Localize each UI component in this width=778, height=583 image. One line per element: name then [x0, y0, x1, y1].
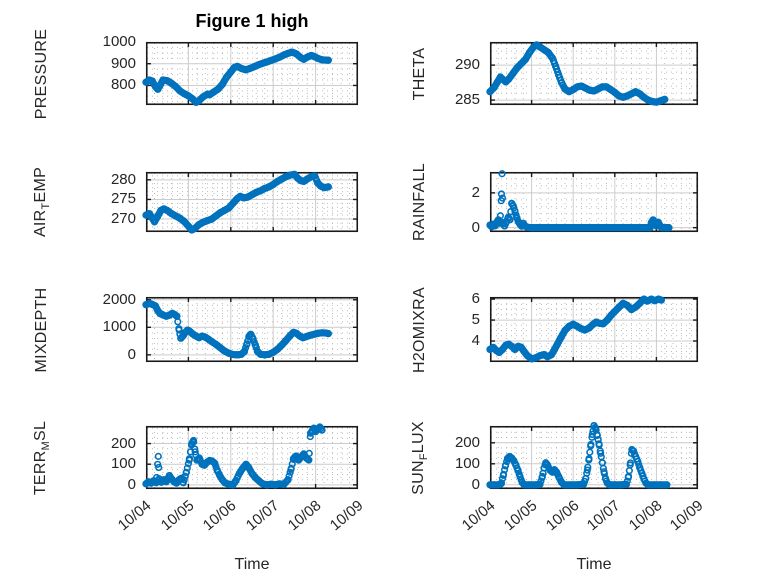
y-tick-label-sunflux: 0	[471, 475, 480, 493]
x-tick-label-right: 10/09	[667, 497, 707, 535]
y-tick-label-h2omixra: 5	[471, 311, 480, 329]
y-tick-label-rainfall: 2	[471, 183, 480, 201]
y-tick-label-airtemp: 275	[110, 190, 136, 208]
y-tick-label-theta: 290	[454, 56, 480, 74]
subplot-airtemp	[142, 170, 359, 234]
y-tick-label-airtemp: 270	[110, 210, 136, 228]
y-tick-label-terrmsl: 100	[110, 455, 136, 473]
subplot-terrmsl	[142, 423, 359, 490]
y-tick-label-sunflux: 200	[454, 433, 480, 451]
y-tick-label-pressure: 900	[110, 54, 136, 72]
x-tick-label-left: 10/06	[200, 497, 240, 535]
y-axis-label-h2omixra: H2OMIXRA	[411, 286, 428, 373]
subplot-rainfall	[486, 170, 699, 233]
figure-title: Figure 1 high	[195, 11, 309, 31]
x-tick-label-left: 10/04	[115, 497, 155, 535]
subplot-pressure	[142, 41, 359, 106]
x-tick-label-right: 10/06	[542, 497, 583, 535]
subplot-theta	[486, 41, 699, 106]
subplot-mixdepth	[142, 296, 359, 363]
x-tick-label-right: 10/05	[500, 497, 541, 535]
y-tick-label-h2omixra: 4	[471, 332, 480, 350]
y-tick-label-terrmsl: 200	[110, 434, 136, 452]
y-tick-label-rainfall: 0	[471, 218, 480, 236]
y-tick-label-pressure: 800	[110, 76, 136, 94]
y-tick-label-h2omixra: 6	[471, 290, 480, 308]
x-tick-label-left: 10/08	[284, 497, 325, 535]
y-tick-label-mixdepth: 0	[127, 345, 136, 363]
x-tick-label-left: 10/09	[327, 497, 367, 535]
x-tick-label-left: 10/07	[242, 497, 283, 535]
y-axis-label-terrmsl: TERRMSL	[31, 420, 53, 495]
y-tick-label-theta: 285	[454, 91, 480, 109]
y-tick-label-airtemp: 280	[110, 170, 136, 188]
y-tick-label-mixdepth: 1000	[102, 318, 136, 336]
y-axis-label-theta: THETA	[411, 47, 428, 100]
y-tick-label-terrmsl: 0	[127, 475, 136, 493]
y-tick-label-pressure: 1000	[102, 33, 136, 50]
x-tick-label-right: 10/04	[459, 497, 499, 535]
x-axis-label-left: Time	[234, 556, 270, 573]
y-axis-label-pressure: PRESSURE	[33, 28, 50, 119]
y-axis-label-sunflux: SUNFLUX	[409, 420, 431, 495]
x-tick-label-right: 10/07	[584, 497, 624, 535]
y-tick-label-mixdepth: 2000	[102, 290, 136, 308]
subplot-h2omixra	[486, 295, 699, 363]
subplot-sunflux	[486, 421, 699, 490]
y-axis-label-airtemp: AIRTEMP	[31, 166, 53, 238]
y-tick-label-sunflux: 100	[454, 454, 480, 472]
x-axis-label-right: Time	[576, 556, 612, 573]
x-tick-label-right: 10/08	[625, 497, 666, 535]
x-tick-label-left: 10/05	[157, 497, 198, 535]
y-axis-label-mixdepth: MIXDEPTH	[33, 286, 50, 373]
y-axis-label-rainfall: RAINFALL	[411, 163, 428, 241]
